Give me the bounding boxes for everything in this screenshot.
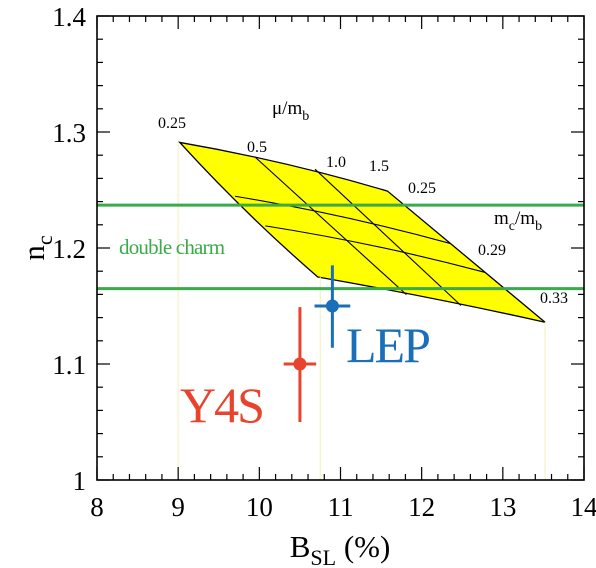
prediction-region-shape — [178, 141, 546, 323]
mu-value-label: 1.5 — [369, 158, 389, 175]
mu-axis-label: μ/mb — [272, 98, 309, 124]
x-axis-title: BSL (%) — [290, 529, 391, 568]
data-point — [293, 357, 307, 371]
mu-value-label: 0.25 — [158, 115, 186, 132]
mc-value-label: 0.25 — [408, 180, 436, 197]
series-lep: LEP — [314, 265, 431, 373]
x-tick-label: 13 — [489, 492, 516, 522]
y-tick-label: 1.4 — [52, 2, 86, 32]
mu-value-label: 1.0 — [326, 154, 346, 171]
mc-grid-line — [234, 195, 451, 245]
prediction-region — [178, 141, 546, 323]
reference-lines — [177, 142, 546, 480]
mu-grid-line — [314, 168, 462, 306]
mc-grid-line — [265, 225, 486, 273]
series-y4s: Y4S — [180, 307, 317, 433]
mu-value-label: 0.5 — [247, 139, 267, 156]
mc-value-label: 0.29 — [478, 242, 506, 259]
x-tick-label: 9 — [171, 492, 185, 522]
band-label: double charm — [119, 235, 225, 259]
y-tick-label: 1.1 — [52, 350, 86, 380]
x-tick-label: 8 — [90, 492, 104, 522]
x-tick-label: 11 — [328, 492, 354, 522]
x-tick-label: 14 — [571, 492, 596, 522]
axis-ticks — [96, 15, 585, 481]
mu-grid-line — [255, 157, 407, 296]
y-axis-title: nc — [16, 235, 57, 261]
x-tick-label: 10 — [246, 492, 273, 522]
series-label: Y4S — [180, 377, 263, 433]
series-label: LEP — [346, 317, 429, 373]
x-tick-label: 12 — [408, 492, 435, 522]
data-points: LEP Y4S — [180, 265, 431, 433]
mc-axis-label: mc/mb — [494, 208, 542, 234]
mc-value-label: 0.33 — [540, 290, 568, 307]
y-tick-label: 1.2 — [52, 234, 86, 264]
y-tick-label: 1 — [73, 466, 87, 496]
data-point — [325, 299, 339, 313]
double-charm-band: double charm — [97, 203, 584, 291]
y-tick-label: 1.3 — [52, 118, 86, 148]
labels: 8 9 10 11 12 13 14 1 1.1 1.2 1.3 1.4 BSL (%) nc μ/mb 0.… — [16, 2, 596, 568]
